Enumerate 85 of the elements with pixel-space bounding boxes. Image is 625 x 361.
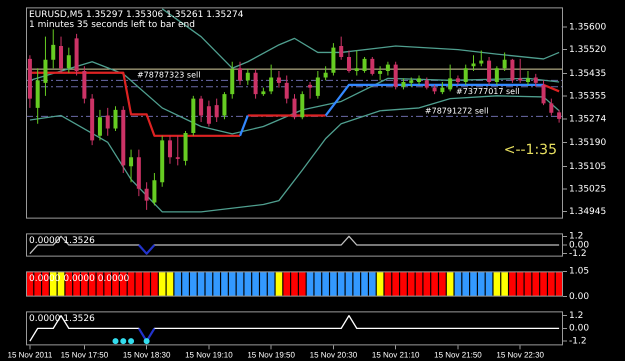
candlestick bbox=[518, 58, 522, 84]
candlestick bbox=[401, 78, 406, 90]
candlestick bbox=[542, 80, 546, 106]
x-tick-label: 15 Nov 19:50 bbox=[247, 350, 296, 360]
candlestick bbox=[66, 47, 71, 74]
ref-line-label: #78791272 sell bbox=[424, 106, 488, 116]
candlestick bbox=[300, 90, 304, 120]
candlestick bbox=[448, 64, 452, 92]
y-tick-label: 1.05 bbox=[569, 266, 590, 277]
candlestick bbox=[409, 77, 414, 88]
candlestick bbox=[339, 36, 344, 60]
candlestick bbox=[292, 94, 296, 120]
y-tick-label: 1.35355 bbox=[569, 91, 606, 102]
candlestick bbox=[254, 68, 258, 100]
candlestick bbox=[284, 75, 289, 104]
candlestick bbox=[176, 135, 180, 166]
candlestick bbox=[472, 54, 476, 72]
x-tick-label: 15 Nov 20:30 bbox=[310, 350, 358, 360]
candlestick bbox=[494, 66, 499, 86]
x-tick-label: 15 Nov 22:30 bbox=[496, 350, 545, 360]
candlestick bbox=[324, 66, 328, 81]
y-tick-label: 1.35435 bbox=[569, 68, 606, 79]
candlestick bbox=[43, 36, 48, 96]
y-tick-label: 1.34945 bbox=[569, 206, 606, 217]
candlestick bbox=[534, 73, 538, 88]
candlestick bbox=[346, 50, 351, 74]
candlestick bbox=[222, 92, 226, 120]
candlestick bbox=[168, 135, 172, 164]
y-tick-label: -1.2 bbox=[569, 336, 587, 346]
candlestick bbox=[98, 109, 102, 141]
candlestick bbox=[557, 109, 562, 124]
candlestick bbox=[378, 66, 382, 81]
ref-line-label: #73777017 sell bbox=[456, 86, 520, 96]
candlestick bbox=[424, 77, 429, 90]
candlestick bbox=[456, 75, 460, 86]
y-tick-label: 1.35274 bbox=[569, 114, 606, 124]
x-tick-label: 15 Nov 18:30 bbox=[122, 350, 171, 360]
candlestick bbox=[526, 70, 530, 86]
candlestick bbox=[432, 84, 437, 95]
y-tick-label: -1.2 bbox=[569, 249, 587, 260]
y-tick-label: 1.35520 bbox=[569, 44, 606, 55]
candlestick bbox=[238, 61, 242, 86]
y-tick-label: 1.2 bbox=[569, 310, 584, 321]
x-tick-label: 15 Nov 21:50 bbox=[434, 350, 482, 360]
candlestick bbox=[549, 98, 554, 116]
candlestick bbox=[316, 70, 320, 100]
candlestick bbox=[394, 61, 398, 90]
candlestick bbox=[214, 98, 219, 123]
candlestick bbox=[386, 61, 390, 76]
candlestick bbox=[479, 50, 484, 67]
candlestick bbox=[370, 56, 374, 76]
x-tick-label: 15 Nov 2011 bbox=[8, 350, 53, 360]
candlestick bbox=[502, 52, 507, 72]
candlestick bbox=[417, 75, 422, 86]
candlestick bbox=[354, 50, 359, 76]
candlestick bbox=[487, 56, 492, 86]
annotation: <--1:35 bbox=[504, 142, 557, 158]
candlestick bbox=[152, 172, 156, 206]
y-tick-label: 1.35105 bbox=[569, 162, 606, 172]
x-tick-label: 15 Nov 17:50 bbox=[60, 350, 109, 360]
candlestick bbox=[51, 28, 56, 69]
candlestick bbox=[129, 149, 134, 183]
y-tick-label: 1.35190 bbox=[569, 138, 606, 148]
candlestick bbox=[199, 95, 204, 123]
x-tick-label: 15 Nov 19:10 bbox=[185, 350, 234, 360]
candlestick bbox=[440, 82, 444, 95]
y-tick-label: 1.2 bbox=[569, 232, 584, 242]
candlestick bbox=[206, 100, 211, 128]
y-tick-label: 1.35600 bbox=[569, 22, 606, 32]
candlestick bbox=[246, 68, 250, 86]
candlestick bbox=[106, 107, 110, 136]
x-tick-label: 15 Nov 21:10 bbox=[372, 350, 420, 360]
candlestick bbox=[276, 70, 281, 88]
candlestick bbox=[362, 56, 367, 74]
candlestick bbox=[464, 64, 468, 86]
candlestick bbox=[269, 64, 274, 95]
y-tick-label: 0.00 bbox=[569, 240, 590, 250]
candlestick bbox=[144, 182, 149, 210]
candlestick bbox=[114, 106, 118, 132]
candlestick bbox=[510, 58, 514, 84]
y-tick-label: 0.00 bbox=[569, 324, 590, 334]
y-tick-label: 1.35025 bbox=[569, 184, 606, 194]
y-tick-label: 0.00 bbox=[569, 292, 590, 302]
candlestick bbox=[59, 36, 64, 74]
ref-line-label: #78787323 sell bbox=[136, 70, 200, 80]
